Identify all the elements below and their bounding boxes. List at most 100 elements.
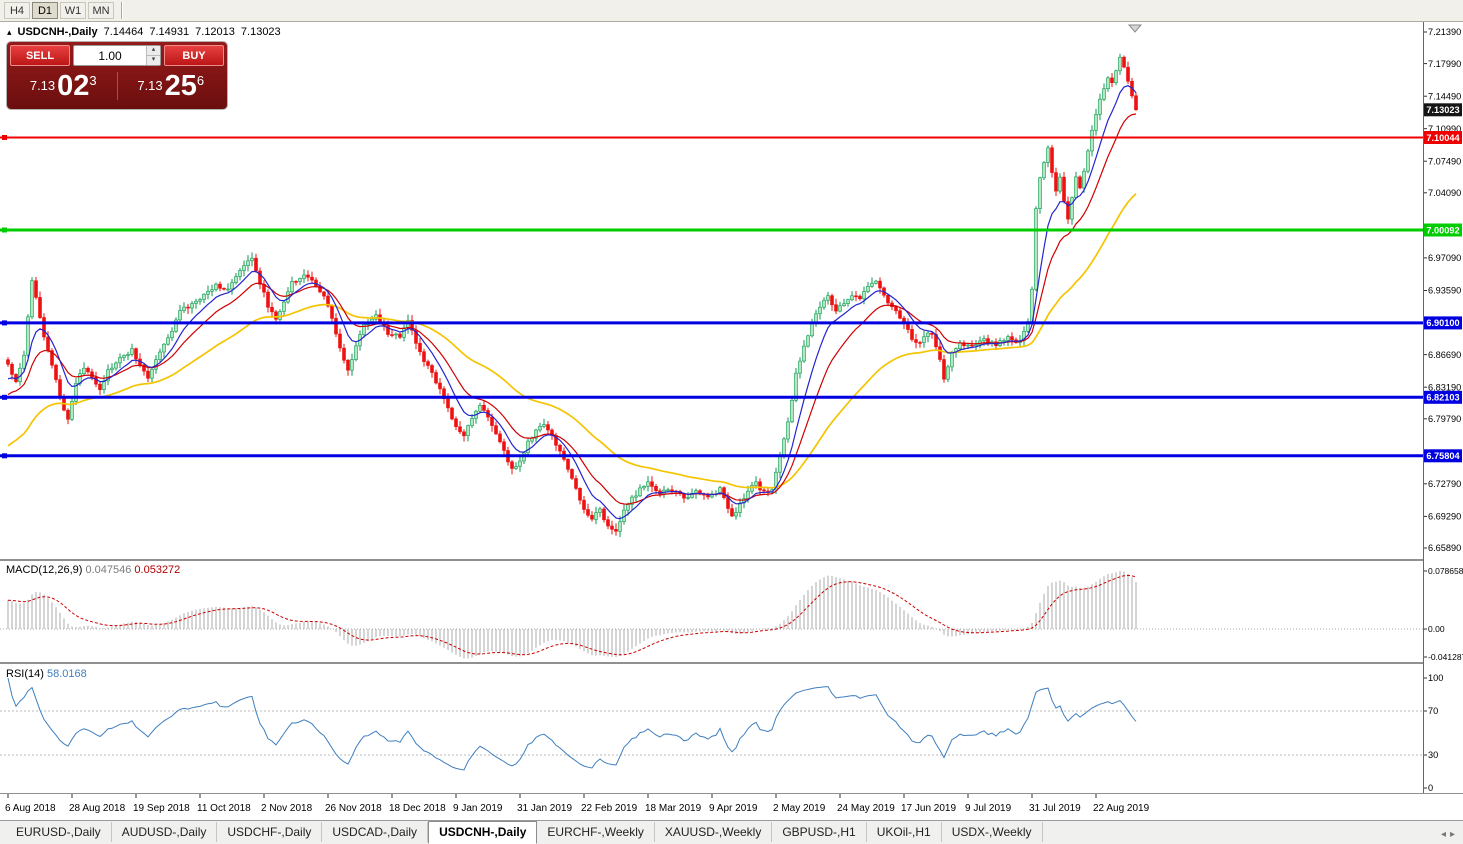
tab-scroll-buttons: ◂ ▸ — [1433, 829, 1457, 844]
buy-price-pip-digit: 6 — [196, 73, 205, 88]
price-axis-label: 6.72790 — [1428, 479, 1461, 489]
one-click-trading-panel: SELL ▴ ▾ BUY 7.13 02 3 7.13 25 6 — [7, 42, 227, 109]
timeframe-button-mn[interactable]: MN — [88, 2, 114, 19]
chart-tab-eurchf-weekly[interactable]: EURCHF-,Weekly — [537, 822, 655, 842]
price-axis-label: 6.93590 — [1428, 286, 1461, 296]
hline-price-badge — [1424, 131, 1462, 144]
volume-stepper: ▴ ▾ — [73, 45, 161, 66]
tab-scroll-left-icon[interactable]: ◂ — [1440, 829, 1446, 840]
price-axis-label: 7.14490 — [1428, 91, 1461, 101]
hline-price-badge — [1424, 390, 1462, 404]
price-axis-label: 7.10990 — [1428, 124, 1461, 134]
price-axis-label: 6.97090 — [1428, 253, 1461, 263]
hline-price-badge — [1424, 223, 1462, 237]
macd-axis-label: 0.078658 — [1428, 566, 1463, 576]
rsi-axis-label: 0 — [1428, 783, 1433, 793]
sell-price-pip-digit: 3 — [89, 73, 97, 88]
chart-tab-usdcad-daily[interactable]: USDCAD-,Daily — [322, 822, 429, 842]
price-chart-canvas[interactable]: MACD(12,26,9) 0.047546 0.053272 RSI(14) 5… — [0, 22, 1463, 820]
price-axis-label: 6.79790 — [1428, 414, 1461, 424]
volume-increase-button[interactable]: ▴ — [147, 46, 160, 56]
svg-text:6.75804: 6.75804 — [1426, 451, 1460, 461]
buy-price-display[interactable]: 7.13 25 6 — [118, 70, 225, 102]
line-left-handle[interactable] — [2, 227, 7, 233]
date-axis-label: 22 Feb 2019 — [581, 803, 638, 814]
date-axis-label: 9 Jul 2019 — [965, 803, 1012, 814]
chart-ohlc-header: ▴ USDCNH-,Daily 7.14464 7.14931 7.12013 … — [7, 26, 281, 38]
pane-separator[interactable] — [0, 559, 1463, 561]
buy-button[interactable]: BUY — [164, 45, 224, 66]
date-axis-label: 22 Aug 2019 — [1093, 803, 1150, 814]
chart-tab-audusd-daily[interactable]: AUDUSD-,Daily — [112, 822, 218, 842]
rsi-axis-label: 30 — [1428, 750, 1438, 760]
sell-price-display[interactable]: 7.13 02 3 — [10, 70, 117, 102]
rsi-axis-label: 100 — [1428, 673, 1443, 683]
date-axis-label: 9 Jan 2019 — [453, 803, 503, 814]
date-axis-label: 18 Dec 2018 — [389, 803, 446, 814]
ohlc-low: 7.12013 — [195, 26, 235, 38]
chart-shift-marker-icon[interactable] — [1127, 24, 1143, 33]
date-axis-label: 11 Oct 2018 — [197, 803, 251, 814]
line-left-handle[interactable] — [2, 453, 7, 459]
line-left-handle[interactable] — [2, 135, 7, 140]
date-axis-label: 6 Aug 2018 — [5, 803, 56, 814]
chart-tab-usdchf-daily[interactable]: USDCHF-,Daily — [217, 822, 323, 842]
macd-axis-label: -0.041287 — [1428, 652, 1463, 662]
date-axis-label: 26 Nov 2018 — [325, 803, 382, 814]
sell-button[interactable]: SELL — [10, 45, 70, 66]
ma-mid-line — [7, 113, 1137, 505]
price-axis-label: 6.65890 — [1428, 543, 1461, 553]
svg-text:7.00092: 7.00092 — [1426, 225, 1459, 235]
tab-scroll-right-icon[interactable]: ▸ — [1449, 829, 1455, 840]
volume-input[interactable] — [74, 46, 146, 65]
chart-tab-xauusd-weekly[interactable]: XAUUSD-,Weekly — [655, 822, 773, 842]
rsi-line — [7, 677, 1137, 771]
toolbar-separator — [121, 2, 123, 19]
volume-spinner: ▴ ▾ — [146, 46, 160, 65]
pane-separator — [0, 793, 1463, 794]
date-axis-label: 2 May 2019 — [773, 803, 826, 814]
chart-tab-usdcnh-daily[interactable]: USDCNH-,Daily — [428, 821, 538, 844]
chart-tab-ukoil-h1[interactable]: UKOil-,H1 — [867, 822, 942, 842]
date-axis-label: 31 Jul 2019 — [1029, 803, 1081, 814]
ohlc-open: 7.14464 — [103, 26, 144, 38]
hline-price-badge — [1424, 449, 1462, 463]
macd-histogram — [7, 571, 1137, 659]
macd-label: MACD(12,26,9) 0.047546 0.053272 — [6, 564, 180, 576]
buy-price-big-digits: 25 — [164, 70, 197, 102]
panel-collapse-arrow-icon[interactable]: ▴ — [7, 26, 12, 37]
price-axis-label: 7.04090 — [1428, 188, 1461, 198]
date-axis-label: 2 Nov 2018 — [261, 803, 313, 814]
date-axis-label: 31 Jan 2019 — [517, 803, 572, 814]
price-axis[interactable] — [1424, 22, 1463, 793]
svg-text:6.90100: 6.90100 — [1426, 318, 1459, 328]
date-axis-label: 24 May 2019 — [837, 803, 895, 814]
current-price-badge — [1424, 103, 1462, 117]
timeframe-button-h4[interactable]: H4 — [4, 2, 30, 19]
date-axis-label: 18 Mar 2019 — [645, 803, 702, 814]
price-axis-label: 7.21390 — [1428, 27, 1461, 37]
line-left-handle[interactable] — [2, 394, 7, 400]
chart-tab-eurusd-daily[interactable]: EURUSD-,Daily — [6, 822, 112, 842]
chart-symbol-label: USDCNH-,Daily — [17, 26, 98, 38]
volume-decrease-button[interactable]: ▾ — [147, 56, 160, 65]
chart-tab-usdx-weekly[interactable]: USDX-,Weekly — [942, 822, 1043, 842]
sell-price-prefix: 7.13 — [29, 77, 56, 93]
chart-tab-gbpusd-h1[interactable]: GBPUSD-,H1 — [772, 822, 867, 842]
chart-tabbar: EURUSD-,Daily AUDUSD-,Daily USDCHF-,Daily U… — [0, 820, 1463, 844]
chart-tabs-group: EURUSD-,Daily AUDUSD-,Daily USDCHF-,Daily U… — [6, 821, 1433, 844]
macd-axis-label: 0.00 — [1428, 624, 1445, 634]
date-axis-label: 17 Jun 2019 — [901, 803, 956, 814]
chart-background — [0, 22, 1463, 820]
timeframe-button-w1[interactable]: W1 — [60, 2, 86, 19]
price-axis-label: 6.69290 — [1428, 512, 1461, 522]
price-axis-label: 7.17990 — [1428, 59, 1461, 69]
line-left-handle[interactable] — [2, 320, 7, 326]
timeframe-button-d1[interactable]: D1 — [32, 2, 58, 19]
period-toolbar: H4 D1 W1 MN — [0, 0, 1463, 22]
price-axis-label: 6.86690 — [1428, 350, 1461, 360]
sell-price-big-digits: 02 — [57, 70, 90, 102]
pane-separator[interactable] — [0, 662, 1463, 664]
svg-text:6.82103: 6.82103 — [1426, 393, 1459, 403]
chart-window: ▴ USDCNH-,Daily 7.14464 7.14931 7.12013 … — [0, 22, 1463, 820]
